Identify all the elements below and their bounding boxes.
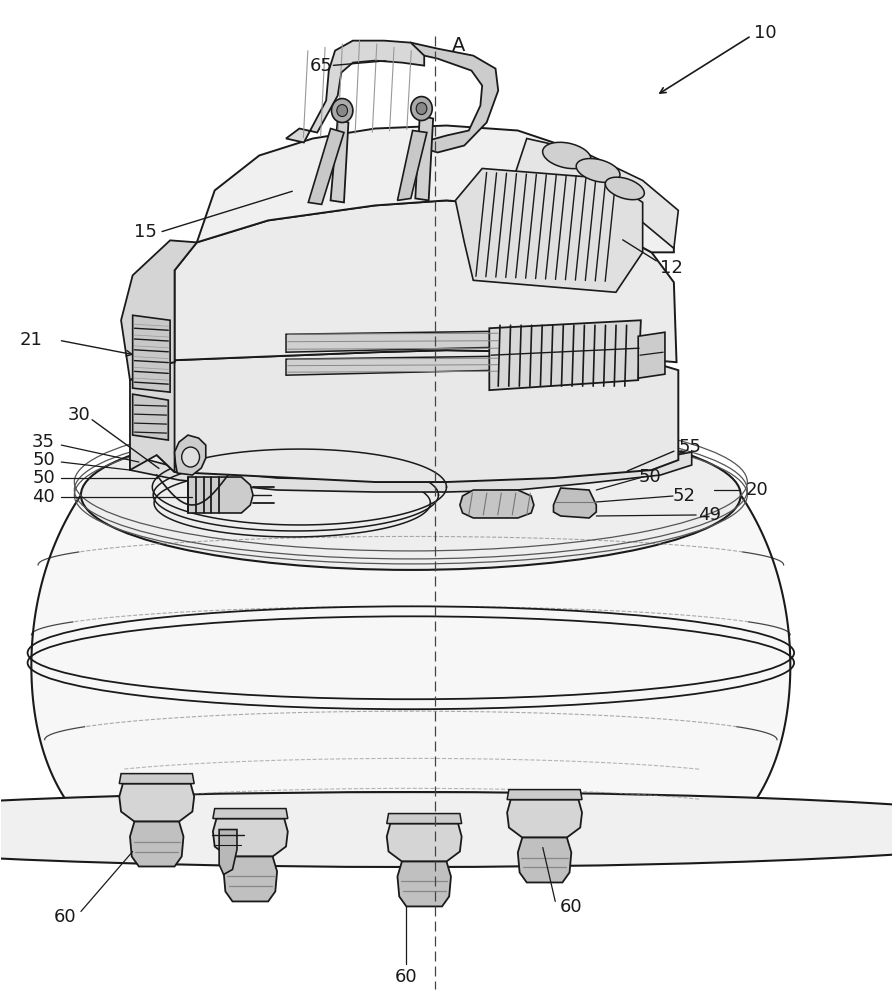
Circle shape <box>331 99 353 123</box>
Text: 20: 20 <box>746 481 768 499</box>
Text: 21: 21 <box>20 331 43 349</box>
Polygon shape <box>130 362 174 472</box>
Text: 40: 40 <box>32 488 54 506</box>
Polygon shape <box>489 320 641 390</box>
Polygon shape <box>133 315 170 392</box>
Circle shape <box>181 447 199 467</box>
Ellipse shape <box>543 142 591 169</box>
Polygon shape <box>174 200 677 362</box>
Polygon shape <box>387 824 462 861</box>
Polygon shape <box>157 350 679 482</box>
Polygon shape <box>554 488 597 518</box>
Text: 50: 50 <box>638 468 661 486</box>
Circle shape <box>411 97 432 121</box>
Polygon shape <box>196 126 674 252</box>
Text: 49: 49 <box>698 506 721 524</box>
Circle shape <box>337 105 347 117</box>
Polygon shape <box>188 477 253 513</box>
Text: A: A <box>451 36 464 55</box>
Text: 12: 12 <box>660 259 682 277</box>
Text: 30: 30 <box>68 406 90 424</box>
Polygon shape <box>120 784 194 822</box>
Polygon shape <box>455 168 643 292</box>
Circle shape <box>416 103 427 115</box>
Polygon shape <box>330 119 348 202</box>
Text: 55: 55 <box>679 438 701 456</box>
Text: 15: 15 <box>134 223 156 241</box>
Polygon shape <box>174 435 205 475</box>
Polygon shape <box>411 43 498 152</box>
Text: 60: 60 <box>560 898 582 916</box>
Text: 52: 52 <box>673 487 696 505</box>
Polygon shape <box>387 814 462 824</box>
Text: 35: 35 <box>32 433 55 451</box>
Polygon shape <box>213 819 288 857</box>
Polygon shape <box>509 139 679 248</box>
Polygon shape <box>507 800 582 838</box>
Polygon shape <box>120 774 194 784</box>
Text: 50: 50 <box>32 451 54 469</box>
Polygon shape <box>31 495 790 830</box>
Polygon shape <box>397 131 427 200</box>
Polygon shape <box>213 809 288 819</box>
Polygon shape <box>286 331 500 352</box>
Polygon shape <box>219 830 237 874</box>
Polygon shape <box>130 822 183 866</box>
Polygon shape <box>397 861 451 906</box>
Polygon shape <box>518 838 572 882</box>
Text: 60: 60 <box>54 908 76 926</box>
Polygon shape <box>286 356 500 375</box>
Ellipse shape <box>605 177 645 200</box>
Polygon shape <box>308 129 344 204</box>
Text: 50: 50 <box>32 469 54 487</box>
Text: 65: 65 <box>310 57 333 75</box>
Ellipse shape <box>0 792 893 867</box>
Polygon shape <box>223 857 277 901</box>
Polygon shape <box>130 452 692 492</box>
Polygon shape <box>507 790 582 800</box>
Ellipse shape <box>81 420 740 570</box>
Ellipse shape <box>576 159 620 182</box>
Polygon shape <box>460 490 534 518</box>
Polygon shape <box>638 332 665 378</box>
Text: 10: 10 <box>755 24 777 42</box>
Polygon shape <box>415 116 433 200</box>
Polygon shape <box>133 394 168 440</box>
Polygon shape <box>121 240 196 380</box>
Text: 60: 60 <box>395 968 418 986</box>
Polygon shape <box>286 41 424 142</box>
